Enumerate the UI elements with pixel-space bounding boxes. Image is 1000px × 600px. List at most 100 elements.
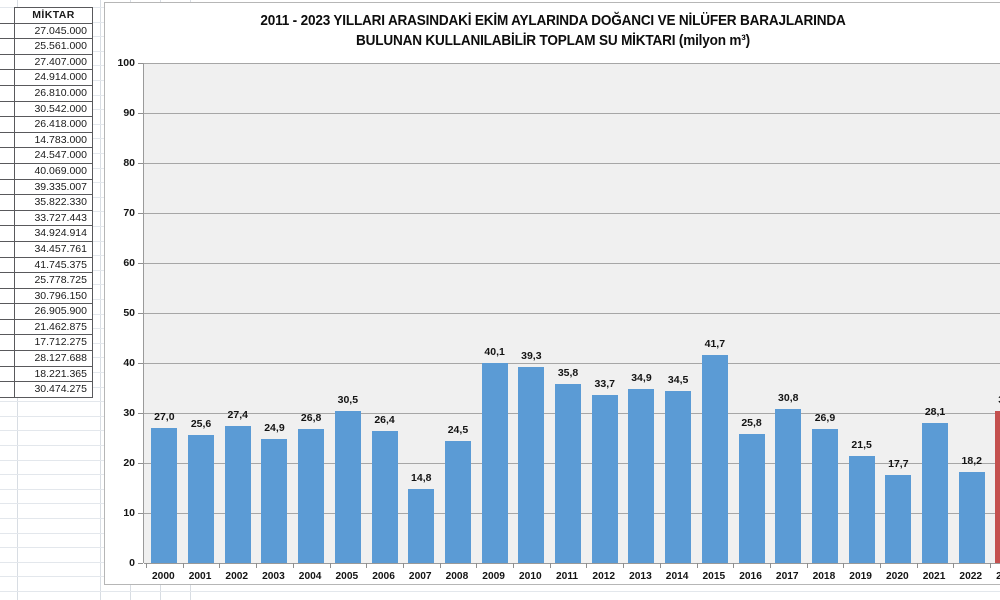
cell-miktar[interactable]: 40.069.000 xyxy=(14,162,93,180)
bar[interactable] xyxy=(298,429,325,563)
bar[interactable] xyxy=(848,455,875,563)
bar[interactable] xyxy=(481,362,508,563)
cell-miktar[interactable]: 30.474.275 xyxy=(14,381,93,398)
cell-year[interactable]: 13 xyxy=(0,225,15,242)
table-row[interactable]: 0227.407.000 xyxy=(0,53,93,71)
bar[interactable] xyxy=(885,474,912,563)
cell-year[interactable]: 10 xyxy=(0,178,15,196)
cell-miktar[interactable]: 24.914.000 xyxy=(14,69,93,86)
table-row[interactable]: 0125.561.000 xyxy=(0,38,93,55)
cell-miktar[interactable]: 30.796.150 xyxy=(14,287,93,305)
cell-year[interactable]: 02 xyxy=(0,53,15,71)
cell-miktar[interactable]: 33.727.443 xyxy=(14,209,93,227)
table-row[interactable]: 2218.221.365 xyxy=(0,365,93,383)
cell-year[interactable]: 11 xyxy=(0,194,15,211)
bar[interactable] xyxy=(444,440,471,563)
cell-miktar[interactable]: 25.561.000 xyxy=(14,38,93,55)
bar-slot: 26,9 xyxy=(807,63,844,563)
bar[interactable] xyxy=(261,438,288,563)
bar[interactable] xyxy=(958,472,985,563)
table-row[interactable]: 1826.905.900 xyxy=(0,303,93,320)
cell-year[interactable]: 14 xyxy=(0,240,15,258)
bar[interactable] xyxy=(995,410,1000,563)
cell-miktar[interactable]: 21.462.875 xyxy=(14,318,93,336)
table-row[interactable]: 0324.914.000 xyxy=(0,69,93,86)
table-row[interactable]: 1233.727.443 xyxy=(0,209,93,227)
bar[interactable] xyxy=(775,409,802,563)
cell-year[interactable]: 17 xyxy=(0,287,15,305)
table-row[interactable]: 1541.745.375 xyxy=(0,256,93,274)
cell-miktar[interactable]: 30.542.000 xyxy=(14,100,93,118)
table-row[interactable]: 0530.542.000 xyxy=(0,100,93,118)
cell-year[interactable]: 20 xyxy=(0,334,15,352)
cell-year[interactable]: 06 xyxy=(0,116,15,133)
bar[interactable] xyxy=(188,435,215,563)
bar[interactable] xyxy=(922,422,949,563)
table-row[interactable]: 1135.822.330 xyxy=(0,194,93,211)
cell-year[interactable]: 12 xyxy=(0,209,15,227)
cell-miktar[interactable]: 18.221.365 xyxy=(14,365,93,383)
cell-miktar[interactable]: 35.822.330 xyxy=(14,194,93,211)
cell-year[interactable]: 09 xyxy=(0,162,15,180)
cell-year[interactable]: 08 xyxy=(0,147,15,164)
table-row[interactable]: 0940.069.000 xyxy=(0,162,93,180)
table-row[interactable]: 0714.783.000 xyxy=(0,131,93,149)
bar[interactable] xyxy=(408,489,435,563)
bar[interactable] xyxy=(665,390,692,563)
bar[interactable] xyxy=(811,428,838,563)
table-row[interactable]: 1921.462.875 xyxy=(0,318,93,336)
table-row[interactable]: 2330.474.275 xyxy=(0,381,93,398)
bar[interactable] xyxy=(555,384,582,563)
cell-miktar[interactable]: 27.045.000 xyxy=(14,22,93,40)
cell-miktar[interactable]: 17.712.275 xyxy=(14,334,93,352)
cell-miktar[interactable]: 28.127.688 xyxy=(14,350,93,367)
cell-miktar[interactable]: 14.783.000 xyxy=(14,131,93,149)
cell-year[interactable]: 18 xyxy=(0,303,15,320)
cell-year[interactable]: 00 xyxy=(0,22,15,40)
cell-year[interactable]: 15 xyxy=(0,256,15,274)
bar[interactable] xyxy=(591,394,618,563)
table-row[interactable]: 1334.924.914 xyxy=(0,225,93,242)
cell-miktar[interactable]: 34.457.761 xyxy=(14,240,93,258)
y-axis-tick xyxy=(138,513,143,514)
table-row[interactable]: 2017.712.275 xyxy=(0,334,93,352)
table-row[interactable]: 2128.127.688 xyxy=(0,350,93,367)
cell-year[interactable]: 01 xyxy=(0,38,15,55)
table-row[interactable]: 0426.810.000 xyxy=(0,84,93,102)
cell-year[interactable]: 07 xyxy=(0,131,15,149)
cell-year[interactable]: 16 xyxy=(0,272,15,289)
chart-object[interactable]: 2011 - 2023 YILLARI ARASINDAKİ EKİM AYLA… xyxy=(104,2,1000,585)
cell-miktar[interactable]: 34.924.914 xyxy=(14,225,93,242)
cell-miktar[interactable]: 39.335.007 xyxy=(14,178,93,196)
bar[interactable] xyxy=(738,434,765,563)
cell-year[interactable]: 19 xyxy=(0,318,15,336)
cell-year[interactable]: 22 xyxy=(0,365,15,383)
bar[interactable] xyxy=(518,366,545,563)
cell-miktar[interactable]: 25.778.725 xyxy=(14,272,93,289)
bar[interactable] xyxy=(701,354,728,563)
table-row[interactable]: 0824.547.000 xyxy=(0,147,93,164)
cell-miktar[interactable]: 24.547.000 xyxy=(14,147,93,164)
table-row[interactable]: 1730.796.150 xyxy=(0,287,93,305)
table-row[interactable]: 1039.335.007 xyxy=(0,178,93,196)
cell-miktar[interactable]: 27.407.000 xyxy=(14,53,93,71)
cell-year[interactable]: 03 xyxy=(0,69,15,86)
cell-miktar[interactable]: 26.810.000 xyxy=(14,84,93,102)
table-row[interactable]: 1625.778.725 xyxy=(0,272,93,289)
cell-miktar[interactable]: 26.905.900 xyxy=(14,303,93,320)
cell-year[interactable]: 05 xyxy=(0,100,15,118)
bar[interactable] xyxy=(151,428,178,563)
cell-miktar[interactable]: 41.745.375 xyxy=(14,256,93,274)
cell-miktar[interactable]: 26.418.000 xyxy=(14,116,93,133)
cell-year[interactable]: 21 xyxy=(0,350,15,367)
bar[interactable] xyxy=(371,431,398,563)
cell-year[interactable]: 04 xyxy=(0,84,15,102)
bar-slot: 14,8 xyxy=(403,63,440,563)
bar[interactable] xyxy=(628,388,655,563)
bar[interactable] xyxy=(334,410,361,563)
table-row[interactable]: 0626.418.000 xyxy=(0,116,93,133)
bar[interactable] xyxy=(224,426,251,563)
cell-year[interactable]: 23 xyxy=(0,381,15,398)
